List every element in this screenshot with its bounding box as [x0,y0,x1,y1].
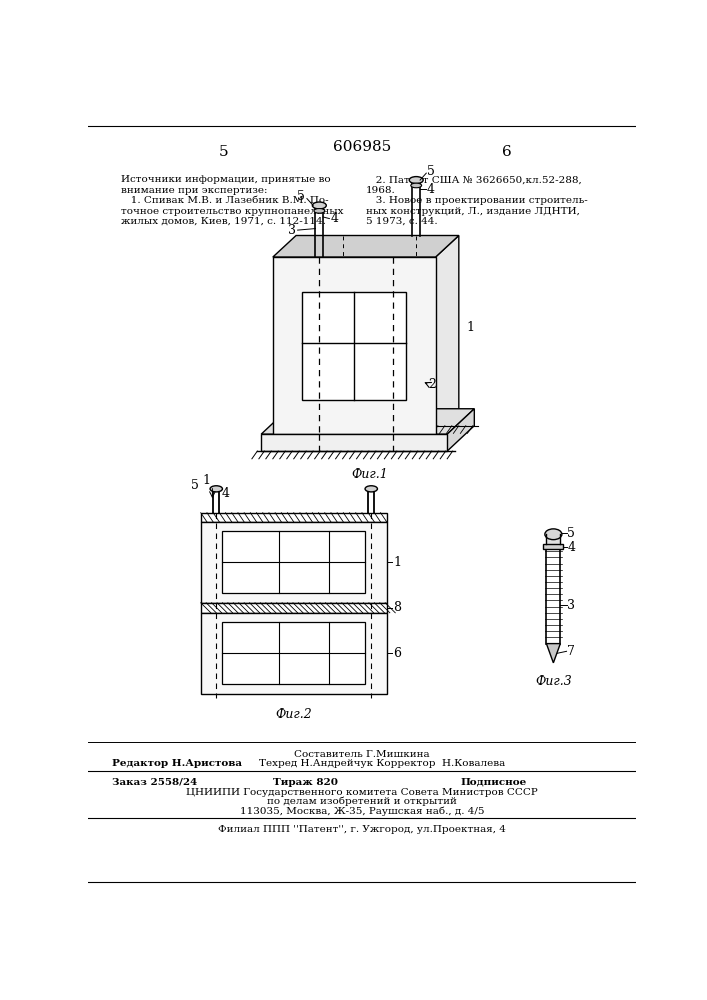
Text: Фиг.1: Фиг.1 [351,468,388,481]
Bar [303,292,406,400]
Text: 5: 5 [219,145,229,159]
Text: ЦНИИПИ Государственного комитета Совета Министров СССР: ЦНИИПИ Государственного комитета Совета … [186,788,538,797]
Bar [201,603,387,613]
Bar [201,613,387,694]
Ellipse shape [365,486,378,492]
Bar [223,531,365,593]
Ellipse shape [312,202,327,209]
Bar [273,257,436,434]
Text: 5 1973, с. 44.: 5 1973, с. 44. [366,217,438,226]
Ellipse shape [314,209,325,213]
Text: Заказ 2558/24: Заказ 2558/24 [112,778,197,787]
Text: Составитель Г.Мишкина: Составитель Г.Мишкина [294,750,430,759]
Text: 5: 5 [298,190,305,204]
Text: 5: 5 [427,165,435,178]
Text: 4: 4 [330,212,338,225]
Text: Техред Н.Андрейчук Корректор  Н.Ковалева: Техред Н.Андрейчук Корректор Н.Ковалева [259,759,505,768]
Text: Фиг.2: Фиг.2 [275,708,312,721]
Text: 3: 3 [288,224,296,237]
Text: 1: 1 [202,474,210,487]
Polygon shape [273,235,459,257]
Ellipse shape [210,486,223,492]
Text: 4: 4 [222,487,230,500]
Polygon shape [547,644,561,663]
Text: Фиг.3: Фиг.3 [535,675,572,688]
Text: точное строительство крупнопанельных: точное строительство крупнопанельных [121,207,344,216]
Text: Источники информации, принятые во: Источники информации, принятые во [121,175,331,184]
Polygon shape [436,235,459,434]
Bar [201,522,387,603]
Text: 1: 1 [393,556,401,569]
Text: 2. Патент США № 3626650,кл.52-288,: 2. Патент США № 3626650,кл.52-288, [366,175,582,184]
Ellipse shape [409,177,423,184]
Text: 3: 3 [567,599,575,612]
Text: ных конструкций, Л., издание ЛДНТИ,: ных конструкций, Л., издание ЛДНТИ, [366,207,580,216]
Bar [543,544,563,549]
Ellipse shape [545,529,562,540]
Text: внимание при экспертизе:: внимание при экспертизе: [121,186,267,195]
Text: 7: 7 [567,645,575,658]
Text: 6: 6 [502,145,512,159]
Text: Подписное: Подписное [460,778,527,787]
Text: 3. Новое в проектировании строитель-: 3. Новое в проектировании строитель- [366,196,588,205]
Text: по делам изобретений и открытий: по делам изобретений и открытий [267,797,457,806]
Text: 1. Спивак М.В. и Лазебник В.М. По-: 1. Спивак М.В. и Лазебник В.М. По- [121,196,329,205]
Polygon shape [448,409,474,451]
Text: 1: 1 [467,321,474,334]
Text: 4: 4 [567,541,575,554]
Text: 8: 8 [393,601,401,614]
Text: Филиал ППП ''Патент'', г. Ужгород, ул.Проектная, 4: Филиал ППП ''Патент'', г. Ужгород, ул.Пр… [218,825,506,834]
Text: 2: 2 [428,378,436,391]
Text: 4: 4 [427,183,435,196]
Text: 1968.: 1968. [366,186,396,195]
Bar [201,513,387,522]
Bar [223,622,365,684]
Text: 6: 6 [393,647,401,660]
Bar [547,534,561,544]
Text: Редактор Н.Аристова: Редактор Н.Аристова [112,759,242,768]
Text: 5: 5 [567,527,575,540]
Text: 113035, Москва, Ж-35, Раушская наб., д. 4/5: 113035, Москва, Ж-35, Раушская наб., д. … [240,806,484,816]
Text: жилых домов, Киев, 1971, с. 112-114.: жилых домов, Киев, 1971, с. 112-114. [121,217,326,226]
Ellipse shape [411,183,421,188]
Bar [261,434,448,451]
Text: Тираж 820: Тираж 820 [273,778,338,787]
Polygon shape [261,409,474,434]
Text: 606985: 606985 [333,140,391,154]
Text: 5: 5 [192,479,199,492]
